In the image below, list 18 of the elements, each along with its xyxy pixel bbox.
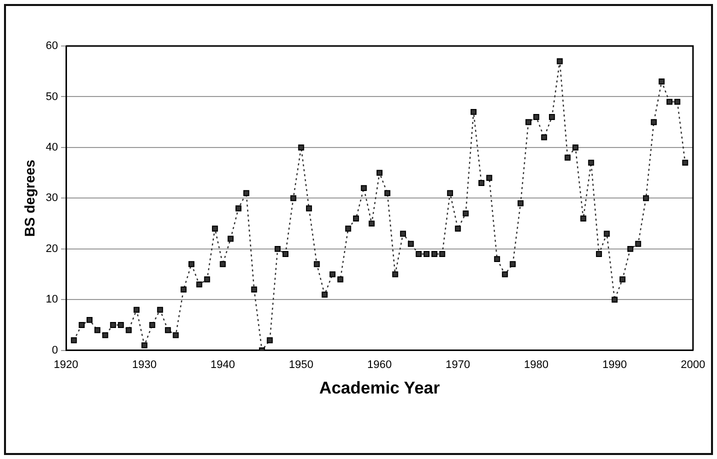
y-tick-label: 50 [46, 90, 58, 103]
y-tick-label: 60 [46, 40, 58, 52]
y-axis-title: BS degrees [21, 159, 38, 237]
x-tick-label: 2000 [680, 359, 706, 372]
x-tick-label: 1990 [602, 359, 627, 372]
x-tick-label: 1940 [210, 359, 236, 372]
y-tick-label: 30 [46, 192, 58, 204]
x-tick-label: 1920 [54, 359, 78, 372]
x-tick-label: 1960 [367, 359, 392, 372]
y-tick-label: 10 [46, 294, 58, 306]
x-tick-label: 1930 [132, 359, 157, 372]
x-axis-title: Academic Year [319, 378, 440, 398]
x-tick-label: 1950 [288, 359, 314, 372]
y-tick-label: 20 [46, 242, 58, 255]
x-tick-label: 1970 [446, 359, 470, 372]
x-tick-label: 1980 [524, 359, 548, 372]
y-tick-label: 0 [52, 344, 58, 356]
y-tick-label: 40 [46, 142, 58, 154]
